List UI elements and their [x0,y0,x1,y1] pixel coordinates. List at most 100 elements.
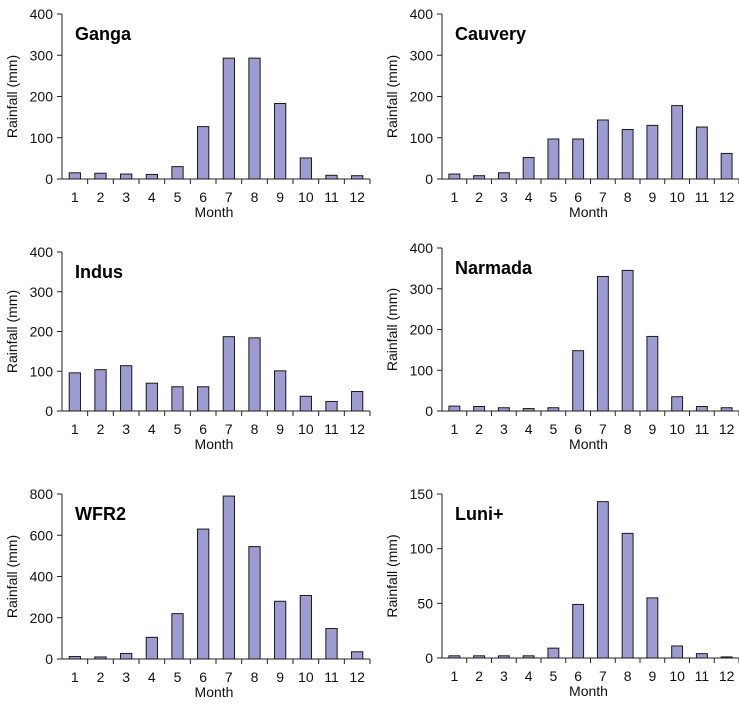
bar [497,655,510,659]
bar [171,166,184,180]
y-axis-label: Rainfall (mm) [4,535,20,618]
bar [299,594,312,660]
x-tick-label: 8 [251,189,259,205]
bar [646,335,659,412]
x-tick-label: 10 [298,421,314,437]
x-tick-label: 7 [599,421,607,437]
bar [497,172,510,180]
y-tick-label: 200 [410,322,434,338]
x-tick-label: 6 [574,668,582,684]
x-tick-label: 1 [71,669,79,685]
y-tick-label: 150 [410,486,434,502]
bar [248,546,261,660]
bar [621,269,634,412]
y-tick-label: 300 [410,47,434,63]
y-tick-label: 800 [30,486,54,502]
bar [94,369,107,412]
bar [145,173,158,180]
bar [120,652,133,660]
x-tick-label: 9 [648,421,656,437]
x-tick-label: 2 [475,189,483,205]
x-tick-label: 4 [148,189,156,205]
bar [68,656,81,660]
x-tick-label: 6 [199,421,207,437]
x-tick-label: 1 [71,421,79,437]
x-tick-label: 9 [648,668,656,684]
x-tick-label: 12 [719,668,735,684]
x-tick-label: 3 [500,421,508,437]
bar [248,337,261,412]
y-tick-label: 600 [30,527,54,543]
panel-title: Luni+ [455,504,504,524]
bar [473,655,486,659]
bar [68,372,81,412]
x-tick-label: 3 [122,189,130,205]
y-tick-label: 0 [45,651,53,667]
bar [197,528,210,660]
bar [720,407,733,412]
x-tick-label: 10 [298,189,314,205]
x-tick-label: 1 [450,668,458,684]
bar [695,653,708,659]
x-tick-label: 7 [225,189,233,205]
x-tick-label: 2 [97,421,105,437]
bar [671,645,684,659]
bar [68,172,81,180]
panel-title: Cauvery [455,24,526,44]
y-tick-label: 400 [410,6,434,22]
y-tick-label: 0 [425,403,433,419]
x-tick-label: 3 [500,189,508,205]
x-tick-label: 8 [624,668,632,684]
x-tick-label: 7 [225,669,233,685]
bar [171,386,184,412]
panel-title: Indus [75,262,123,282]
bar [94,172,107,180]
x-tick-label: 6 [199,189,207,205]
bar [351,391,364,412]
y-tick-label: 0 [425,650,433,666]
bar [646,124,659,180]
x-axis-label: Month [569,204,608,220]
bar [351,175,364,180]
bar [274,103,287,180]
y-tick-label: 200 [30,89,54,105]
x-tick-label: 5 [174,669,182,685]
bar [596,501,609,659]
x-tick-label: 7 [599,189,607,205]
bar [197,126,210,180]
x-tick-label: 3 [122,421,130,437]
y-tick-label: 100 [410,362,434,378]
bar [325,174,338,180]
x-tick-label: 9 [276,421,284,437]
bar [222,336,235,412]
bar [720,152,733,180]
y-axis-label: Rainfall (mm) [384,288,400,371]
x-tick-label: 9 [276,189,284,205]
x-tick-label: 5 [174,189,182,205]
x-tick-label: 5 [549,189,557,205]
x-tick-label: 5 [174,421,182,437]
x-tick-label: 11 [324,421,339,437]
bar [145,382,158,412]
bar [274,600,287,660]
x-axis-label: Month [195,204,234,220]
x-axis-label: Month [569,436,608,452]
bar [222,57,235,180]
bar [325,400,338,412]
bar [299,157,312,180]
x-tick-label: 11 [695,189,710,205]
y-tick-label: 100 [30,130,54,146]
x-tick-label: 4 [148,421,156,437]
y-axis-label: Rainfall (mm) [384,534,400,617]
x-tick-label: 12 [349,669,365,685]
y-tick-label: 50 [417,595,433,611]
bar [448,655,461,659]
bar [473,406,486,412]
bar [522,408,535,412]
x-tick-label: 11 [324,189,339,205]
